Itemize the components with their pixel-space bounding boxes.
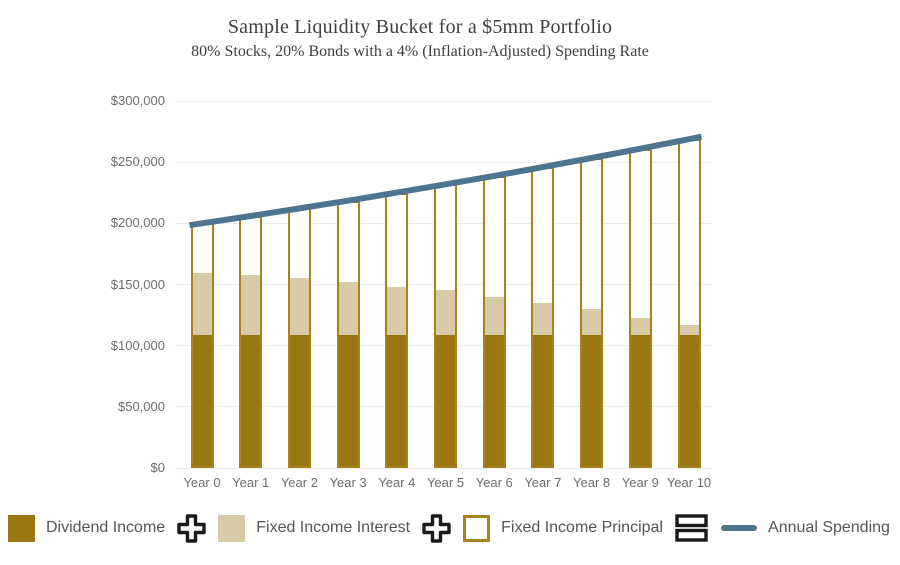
bar-year-10 xyxy=(677,139,701,468)
x-axis-tick-label: Year 8 xyxy=(573,475,611,490)
gridline xyxy=(175,100,712,102)
bar-year-6 xyxy=(482,175,506,468)
segment-fixed-income-interest xyxy=(630,317,650,336)
chart-title: Sample Liquidity Bucket for a $5mm Portf… xyxy=(227,16,613,38)
fixed-income-principal-swatch xyxy=(463,514,491,542)
segment-fixed-income-interest xyxy=(533,303,553,336)
segment-dividend-income xyxy=(289,335,309,466)
legend-item-fixed-income-interest: Fixed Income Interest xyxy=(218,514,411,542)
legend-item-dividend-income: Dividend Income xyxy=(8,514,166,542)
segment-fixed-income-interest xyxy=(387,286,407,336)
segment-dividend-income xyxy=(582,335,602,466)
plot-area: $0 $50,000 $100,000 $150,000 $200,000 $250,00… xyxy=(110,93,712,490)
bar-year-3 xyxy=(336,200,360,468)
legend-label: Dividend Income xyxy=(46,519,166,536)
segment-fixed-income-interest xyxy=(241,274,261,336)
bar-year-0 xyxy=(190,223,214,468)
segment-dividend-income xyxy=(533,335,553,466)
y-axis-tick-label: $300,000 xyxy=(110,93,165,108)
y-axis-tick-label: $0 xyxy=(150,460,165,475)
dividend-income-swatch xyxy=(8,514,35,542)
segment-fixed-income-interest xyxy=(192,272,212,336)
segment-dividend-income xyxy=(241,335,261,466)
y-axis-tick-label: $250,000 xyxy=(110,154,165,170)
segment-dividend-income xyxy=(436,335,455,466)
segment-dividend-income xyxy=(192,335,212,466)
chart-header: Sample Liquidity Bucket for a $5mm Portf… xyxy=(0,16,840,61)
y-axis-tick-label: $50,000 xyxy=(118,398,165,414)
x-axis-tick-label: Year 1 xyxy=(232,475,270,490)
x-axis-tick-label: Year 6 xyxy=(475,475,513,490)
gridline xyxy=(175,467,712,469)
legend-label: Fixed Income Interest xyxy=(256,519,411,536)
segment-dividend-income xyxy=(484,335,504,466)
bar-year-1 xyxy=(239,215,263,468)
segment-dividend-income xyxy=(679,335,699,466)
x-axis-tick-label: Year 3 xyxy=(329,475,367,490)
chart-subtitle: 80% Stocks, 20% Bonds with a 4% (Inflati… xyxy=(191,43,649,60)
legend-label: Annual Spending xyxy=(768,519,890,536)
x-axis-tick-label: Year 2 xyxy=(280,475,318,490)
bar-year-7 xyxy=(531,167,555,468)
bar-year-5 xyxy=(434,184,457,468)
segment-fixed-income-interest xyxy=(436,290,455,336)
bar-year-2 xyxy=(287,208,311,468)
plus-icon xyxy=(422,513,451,543)
x-axis-tick-label: Year 4 xyxy=(378,475,416,490)
legend-item-annual-spending: Annual Spending xyxy=(721,519,890,537)
x-axis-tick-label: Year 7 xyxy=(524,475,562,490)
segment-fixed-income-interest xyxy=(338,281,358,336)
y-axis-tick-label: $150,000 xyxy=(110,276,165,292)
equals-icon xyxy=(675,514,708,542)
segment-dividend-income xyxy=(630,335,650,466)
legend-item-fixed-income-principal: Fixed Income Principal xyxy=(463,514,663,542)
segment-fixed-income-interest xyxy=(484,296,504,336)
legend-label: Fixed Income Principal xyxy=(501,519,663,536)
legend: Dividend Income Fixed Income Interest Fi… xyxy=(8,509,890,547)
segment-dividend-income xyxy=(338,335,358,466)
bar-year-9 xyxy=(628,148,652,468)
x-axis-tick-label: Year 0 xyxy=(183,475,221,490)
bar-year-4 xyxy=(385,192,409,468)
x-axis-tick-label: Year 5 xyxy=(426,475,465,490)
x-axis-tick-label: Year 9 xyxy=(621,475,659,490)
segment-fixed-income-interest xyxy=(582,309,602,336)
segment-fixed-income-interest xyxy=(679,325,699,336)
segment-dividend-income xyxy=(387,335,407,466)
bar-year-8 xyxy=(580,158,604,468)
fixed-income-interest-swatch xyxy=(218,514,246,542)
segment-fixed-income-interest xyxy=(289,278,309,336)
annual-spending-line-swatch xyxy=(721,525,758,531)
y-axis-tick-label: $200,000 xyxy=(110,215,165,231)
plus-icon xyxy=(177,513,206,543)
y-axis-tick-label: $100,000 xyxy=(110,337,165,353)
x-axis-tick-label: Year 10 xyxy=(666,475,712,490)
